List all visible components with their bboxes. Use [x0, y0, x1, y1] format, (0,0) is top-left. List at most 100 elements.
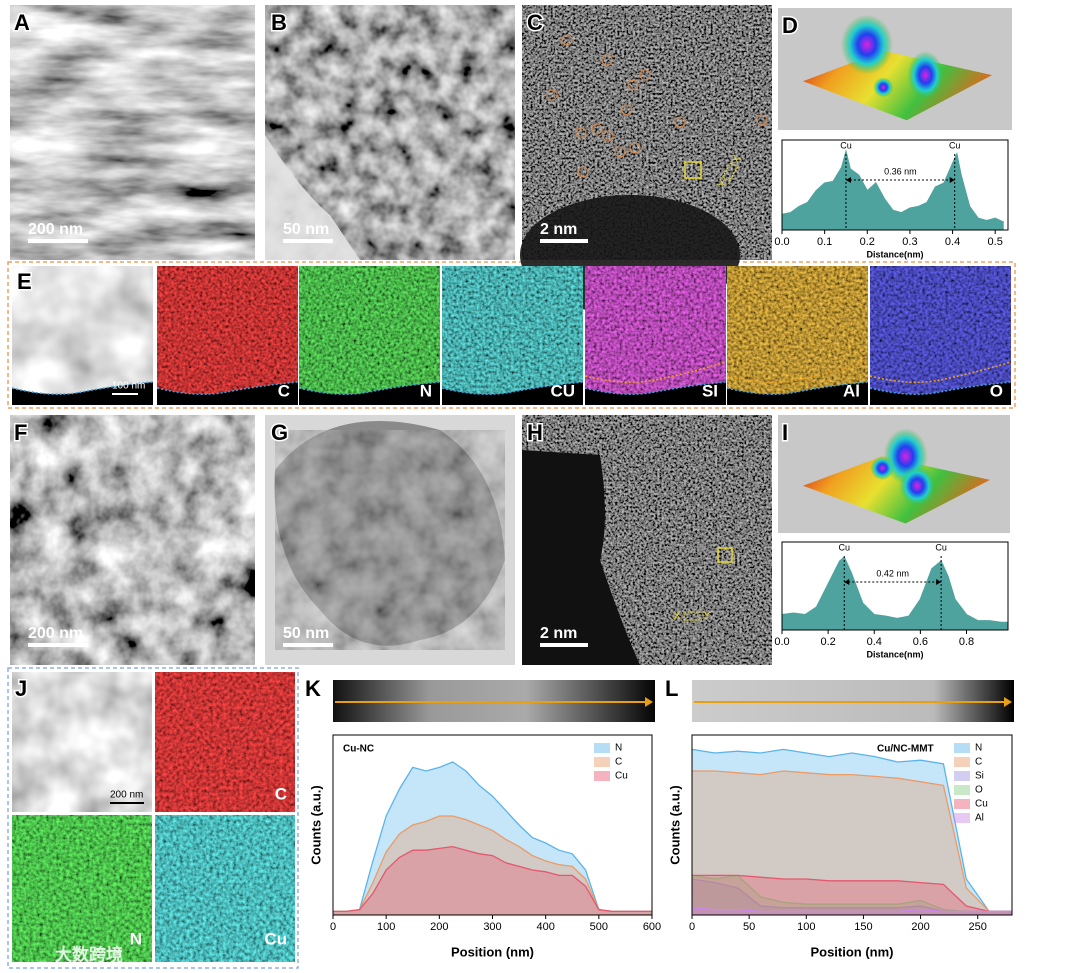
area-fill	[333, 762, 652, 915]
x-tick-label: 500	[590, 921, 608, 933]
area-fill	[333, 846, 652, 915]
area-line	[691, 748, 1012, 913]
scale-bar-label: 200 nm	[28, 625, 83, 642]
map-label: N	[130, 929, 142, 948]
x-tick-label: 0.8	[959, 636, 974, 648]
peak-label: Cu	[839, 542, 851, 552]
x-tick-label: 0.6	[913, 636, 928, 648]
roi-label: Y	[703, 610, 711, 622]
panel-label: A	[14, 10, 30, 35]
haadf-image	[12, 672, 152, 812]
tem-support	[265, 135, 360, 260]
legend-swatch	[954, 799, 970, 809]
x-tick-label: 200	[430, 921, 448, 933]
scale-bar-label: 100 nm	[112, 381, 145, 392]
x-tick-label: 100	[377, 921, 395, 933]
plot-frame	[781, 139, 1009, 231]
eds-map	[299, 266, 440, 405]
atom-marker	[756, 114, 768, 126]
x-tick-label: 100	[797, 921, 815, 933]
distance-label: 0.42 nm	[876, 568, 909, 578]
scan-arrow	[1004, 697, 1012, 707]
area-fill	[333, 816, 652, 915]
area-line	[692, 874, 1012, 913]
panel-label: L	[665, 676, 678, 701]
x-axis-title: Position (nm)	[810, 944, 893, 959]
x-tick-label: 600	[643, 921, 661, 933]
scale-bar-label: 200 nm	[28, 221, 83, 238]
x-axis-title: Position (nm)	[451, 944, 534, 959]
x-tick-label: 150	[854, 921, 872, 933]
e-frame	[7, 261, 1016, 409]
panel-label: J	[15, 676, 27, 701]
legend-label: N	[975, 743, 982, 754]
atom-marker	[561, 34, 573, 46]
atom-marker	[621, 104, 633, 116]
map-label: C	[278, 381, 290, 400]
sem-image	[10, 5, 255, 260]
x-tick-label: 0.3	[902, 236, 917, 248]
background-region	[442, 382, 583, 405]
scale-bar-label: 50 nm	[283, 625, 329, 642]
scale-bar-label: 2 nm	[540, 625, 577, 642]
atom-marker	[591, 123, 603, 135]
panel-label: B	[271, 10, 287, 35]
eds-map	[157, 266, 298, 405]
eds-map	[727, 266, 868, 405]
legend-swatch	[954, 785, 970, 795]
peak-label: Cu	[840, 140, 852, 150]
panel-label: C	[527, 10, 543, 35]
x-tick-label: 0.5	[988, 236, 1003, 248]
eds-map	[155, 672, 295, 812]
sem-image	[10, 415, 255, 665]
eds-map	[12, 815, 152, 962]
scale-bar-label: 2 nm	[540, 221, 577, 238]
legend-label: O	[975, 785, 983, 796]
x-tick-label: 50	[743, 921, 755, 933]
background-region	[299, 382, 440, 405]
x-tick-label: 400	[536, 921, 554, 933]
legend-label: Si	[975, 771, 984, 782]
legend-swatch	[594, 743, 610, 753]
x-tick-label: 0.2	[860, 236, 875, 248]
area-line	[781, 556, 1008, 623]
roi-box	[684, 161, 702, 179]
background-region	[727, 382, 868, 405]
area-line	[333, 845, 652, 913]
surface-peak	[907, 51, 944, 100]
atom-marker	[629, 142, 641, 154]
map-label: Al	[843, 381, 860, 400]
scan-arrow	[645, 697, 653, 707]
atom-marker	[627, 79, 639, 91]
legend-label: Cu	[975, 799, 988, 810]
scale-bar-label: 200 nm	[110, 790, 143, 801]
peak-label: Cu	[949, 140, 961, 150]
dark-region	[522, 450, 640, 665]
area-fill	[782, 151, 1004, 230]
scale-bar-label: 50 nm	[283, 221, 329, 238]
x-tick-label: 0.2	[820, 636, 835, 648]
map-label: N	[420, 381, 432, 400]
y-axis-title: Counts (a.u.)	[308, 785, 323, 864]
x-tick-label: 200	[911, 921, 929, 933]
map-label: CU	[550, 381, 575, 400]
map-label: C	[275, 784, 287, 803]
x-tick-label: 0	[330, 921, 336, 933]
panel-label: D	[782, 13, 798, 38]
area-fill	[692, 749, 1012, 915]
tem-texture	[275, 430, 505, 650]
atom-marker	[602, 130, 614, 142]
area-line	[691, 907, 1012, 913]
atom-marker	[577, 166, 589, 178]
x-tick-label: 250	[969, 921, 987, 933]
area-fill	[782, 557, 1008, 630]
surface-peak	[870, 456, 895, 481]
atom-marker	[614, 146, 626, 158]
map-label: SI	[702, 381, 718, 400]
surface-peak	[873, 77, 894, 98]
chart-title: Cu/NC-MMT	[877, 744, 934, 755]
plot-area	[332, 734, 653, 916]
legend-label: N	[615, 743, 622, 754]
